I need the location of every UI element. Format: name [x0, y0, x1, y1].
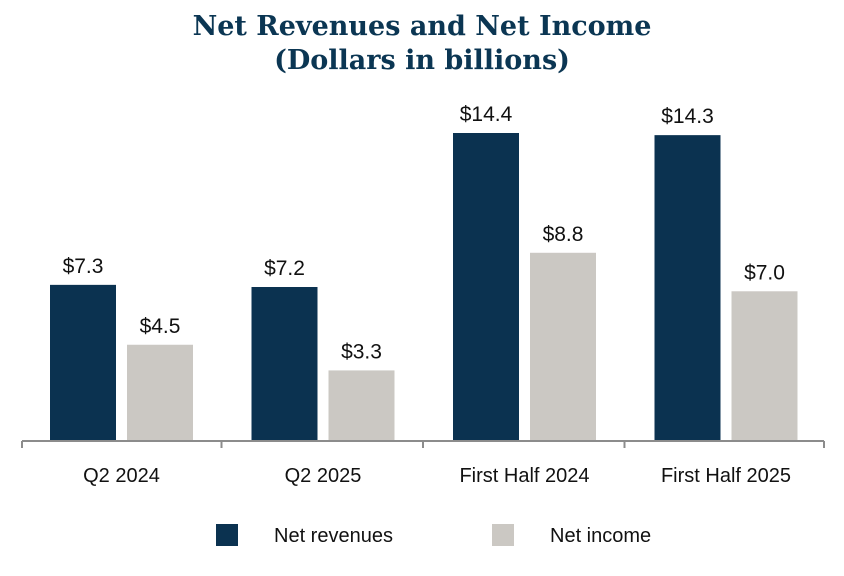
bar-net-income-4 — [731, 291, 798, 441]
legend-swatch-net-income — [492, 524, 514, 546]
data-label-net-revenues-2: $7.2 — [264, 257, 305, 280]
data-label-net-income-3: $8.8 — [543, 223, 584, 246]
legend-label-net-income: Net income — [550, 525, 651, 547]
x-tick-label-2: Q2 2025 — [285, 465, 362, 487]
data-label-net-income-2: $3.3 — [341, 340, 382, 363]
bar-net-revenues-1 — [50, 284, 116, 441]
legend-swatch-net-revenues — [216, 524, 238, 546]
chart-title: Net Revenues and Net Income (Dollars in … — [0, 10, 844, 78]
bar-net-income-2 — [328, 370, 395, 441]
bar-net-income-3 — [530, 252, 596, 441]
x-tick-label-1: Q2 2024 — [83, 465, 160, 487]
chart-title-line-1: Net Revenues and Net Income — [192, 11, 652, 42]
bar-net-income-1 — [127, 344, 193, 441]
data-label-net-income-4: $7.0 — [744, 261, 785, 284]
chart-title-line-2: (Dollars in billions) — [274, 45, 570, 76]
x-tick-label-3: First Half 2024 — [459, 465, 589, 487]
data-label-net-revenues-3: $14.4 — [460, 103, 513, 126]
data-label-net-income-1: $4.5 — [140, 315, 181, 338]
legend-label-net-revenues: Net revenues — [274, 525, 393, 547]
bar-net-revenues-3 — [453, 133, 519, 441]
x-tick-label-4: First Half 2025 — [661, 465, 791, 487]
data-label-net-revenues-4: $14.3 — [661, 105, 714, 128]
data-label-net-revenues-1: $7.3 — [63, 255, 104, 278]
bar-net-revenues-4 — [654, 135, 721, 441]
bar-net-revenues-2 — [251, 287, 318, 441]
